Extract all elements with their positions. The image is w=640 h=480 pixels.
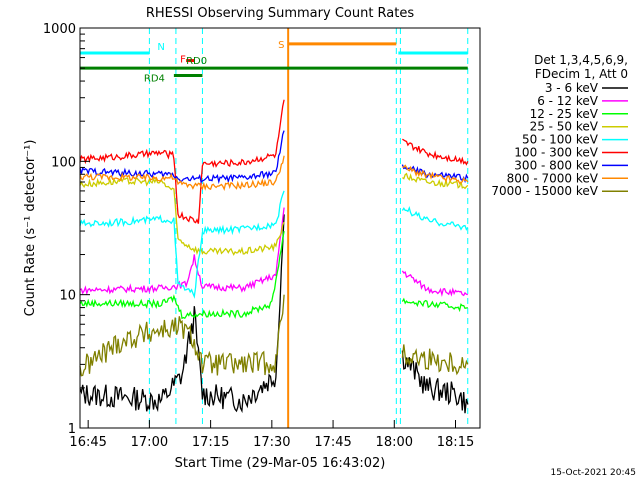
x-tick-label: 17:00	[131, 435, 168, 450]
footer-timestamp: 15-Oct-2021 20:45	[551, 468, 636, 478]
legend-header: FDecim 1, Att 0	[535, 67, 628, 81]
x-tick-label: 18:15	[437, 435, 474, 450]
series-line-6-1	[401, 164, 469, 184]
y-tick-label: 1000	[43, 22, 76, 37]
axis-ticks: 16:45 17:00 17:15 17:30 17:45 18:00 18:15 1 10 10…	[43, 22, 474, 450]
x-tick-label: 17:15	[192, 435, 229, 450]
y-tick-label: 1	[68, 422, 76, 437]
series-line-2-1	[401, 297, 468, 313]
legend-label: 800 - 7000 keV	[507, 171, 599, 185]
flag-label-s: S	[278, 40, 284, 51]
series-line-8-1	[401, 344, 469, 376]
series-line-4-0	[79, 190, 285, 299]
legend-label: 25 - 50 keV	[530, 120, 599, 134]
x-axis-label: Start Time (29-Mar-05 16:43:02)	[175, 456, 386, 471]
x-tick-label: 18:00	[376, 435, 413, 450]
legend-label: 300 - 800 keV	[514, 158, 598, 172]
legend: Det 1,3,4,5,6,9,FDecim 1, Att 03 - 6 keV…	[491, 53, 628, 198]
legend-label: 100 - 300 keV	[514, 146, 598, 160]
series-line-5-1	[402, 138, 469, 166]
chart-title: RHESSI Observing Summary Count Rates	[146, 6, 415, 21]
legend-label: 6 - 12 keV	[537, 94, 599, 108]
flag-label-f: F	[180, 55, 186, 66]
series-line-0-1	[401, 350, 469, 414]
series-line-1-1	[401, 270, 469, 298]
series-line-2-0	[79, 230, 285, 320]
flag-label-rd0: RD0	[186, 56, 207, 67]
series-line-8-0	[79, 294, 285, 377]
y-tick-label: 10	[59, 289, 76, 304]
plot-area: N S F RD0 RD4	[79, 28, 469, 428]
series-line-4-1	[401, 206, 469, 231]
series-line-1-0	[79, 207, 285, 296]
series-line-7-1	[402, 164, 469, 185]
y-axis-label: Count Rate (s⁻¹ detector⁻¹)	[23, 140, 38, 317]
legend-label: 3 - 6 keV	[545, 81, 599, 95]
series-line-5-0	[79, 99, 285, 224]
series-line-6-0	[79, 130, 285, 185]
x-tick-label: 17:30	[253, 435, 290, 450]
x-tick-label: 16:45	[69, 435, 106, 450]
legend-label: 50 - 100 keV	[522, 133, 599, 147]
flag-label-n: N	[157, 42, 164, 53]
legend-label: 7000 - 15000 keV	[491, 184, 598, 198]
plot-frame	[79, 27, 481, 429]
legend-header: Det 1,3,4,5,6,9,	[534, 53, 628, 67]
flag-label-rd4: RD4	[144, 74, 165, 85]
y-tick-label: 100	[51, 155, 76, 170]
series-line-7-0	[79, 155, 285, 192]
x-tick-label: 17:45	[314, 435, 351, 450]
legend-label: 12 - 25 keV	[530, 107, 599, 121]
series-line-0-0	[79, 214, 285, 414]
